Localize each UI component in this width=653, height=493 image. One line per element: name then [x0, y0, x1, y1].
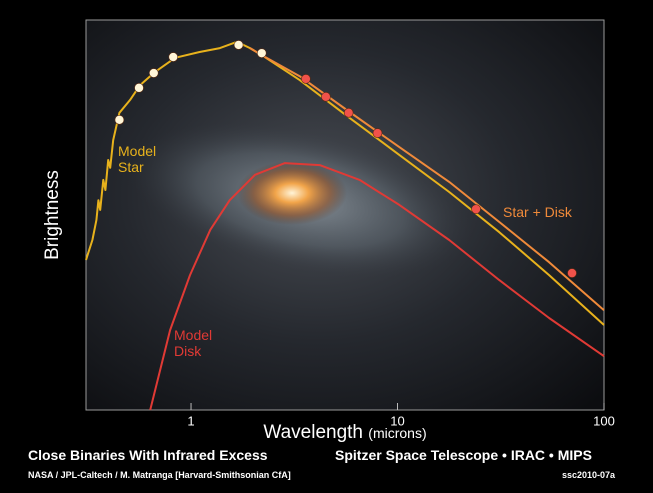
data-point	[256, 48, 267, 58]
footer-title: Close Binaries With Infrared Excess	[28, 447, 268, 463]
data-point	[233, 40, 244, 50]
plot-frame	[85, 19, 605, 411]
data-point	[567, 268, 577, 278]
data-point	[134, 83, 144, 93]
y-axis-label: Brightness	[42, 170, 63, 260]
x-tick-label: 10	[390, 414, 404, 429]
x-axis-label: Wavelength (microns)	[263, 422, 426, 443]
series-label: Star + Disk	[503, 204, 572, 220]
data-point	[148, 68, 159, 78]
data-point	[114, 115, 125, 125]
data-point	[301, 74, 311, 84]
binary-core	[237, 161, 347, 225]
series-line	[149, 162, 605, 411]
x-tick-label: 100	[593, 414, 615, 429]
data-point	[168, 52, 179, 62]
series-label: Model Disk	[174, 327, 213, 359]
data-point	[321, 92, 331, 102]
x-axis-title: Wavelength	[263, 422, 363, 443]
footer-instruments: Spitzer Space Telescope • IRAC • MIPS	[335, 447, 592, 463]
footer-credit: NASA / JPL-Caltech / M. Matranga [Harvar…	[28, 470, 291, 480]
footer-id: ssc2010-07a	[562, 470, 616, 480]
x-axis-unit: (microns)	[368, 425, 426, 441]
series-line	[249, 47, 605, 311]
x-tick-label: 1	[187, 414, 194, 429]
data-point	[471, 204, 481, 214]
data-point	[372, 128, 383, 138]
data-point	[343, 108, 354, 118]
series-label: Model Star	[118, 143, 157, 175]
